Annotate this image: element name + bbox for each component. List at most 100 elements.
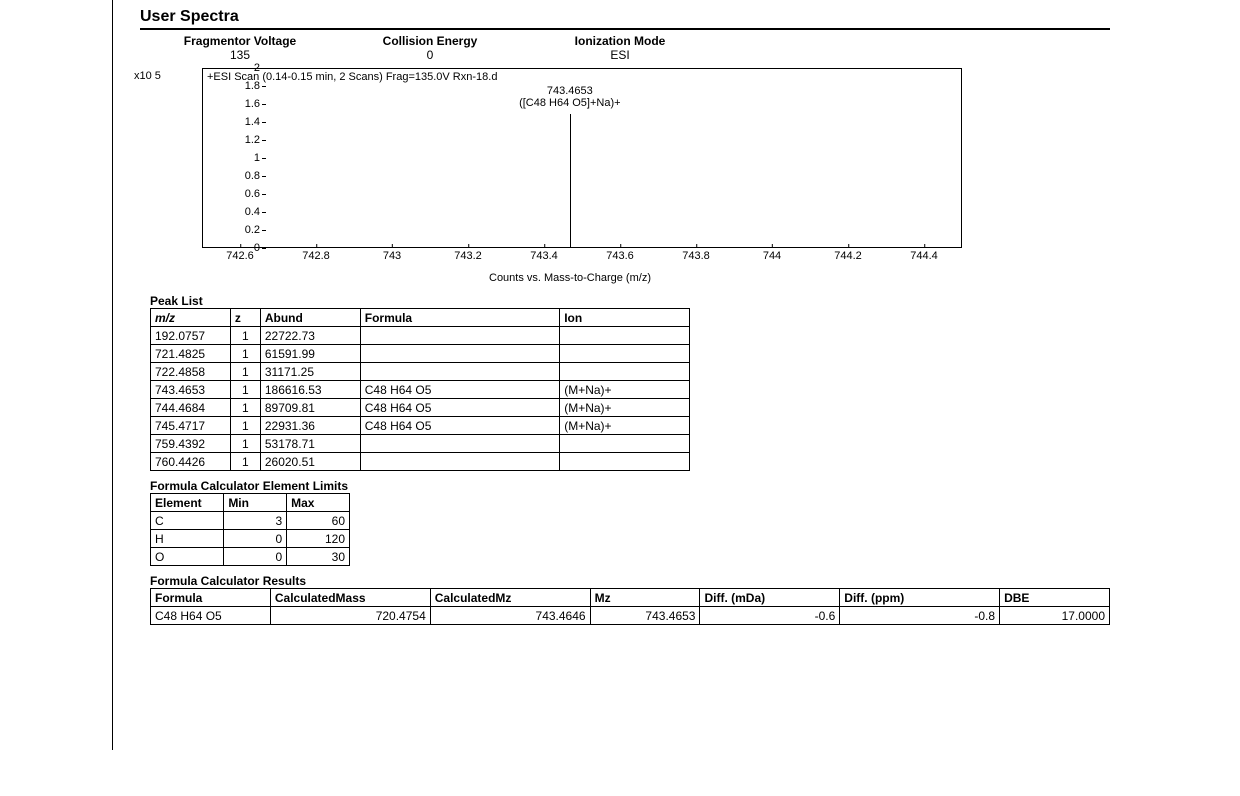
cell-formula xyxy=(360,327,559,345)
cell-max: 30 xyxy=(287,548,350,566)
param-fragmentor-label: Fragmentor Voltage xyxy=(140,34,340,48)
spectrum-chart: x10 5 +ESI Scan (0.14-0.15 min, 2 Scans)… xyxy=(160,68,980,268)
title-rule xyxy=(140,28,1110,30)
cell-formula: C48 H64 O5 xyxy=(360,381,559,399)
y-tick: 1.2 xyxy=(224,134,260,146)
y-tick: 0.2 xyxy=(224,224,260,236)
cell-min: 0 xyxy=(224,530,287,548)
col-diffppm: Diff. (ppm) xyxy=(840,589,1000,607)
cell-z: 1 xyxy=(230,345,260,363)
cell-formula: C48 H64 O5 xyxy=(360,399,559,417)
col-min: Min xyxy=(224,494,287,512)
element-limits-header: Element Min Max xyxy=(151,494,350,512)
cell-formula xyxy=(360,363,559,381)
cell-formula xyxy=(360,435,559,453)
col-abund: Abund xyxy=(260,309,360,327)
table-row: 743.46531186616.53C48 H64 O5(M+Na)+ xyxy=(151,381,690,399)
cell-calcmass: 720.4754 xyxy=(270,607,430,625)
element-limits-table: Element Min Max C360H0120O030 xyxy=(150,493,350,566)
param-collision-value: 0 xyxy=(340,48,520,62)
cell-abund: 31171.25 xyxy=(260,363,360,381)
y-tick: 2 xyxy=(224,62,260,74)
cell-ion xyxy=(560,327,690,345)
y-tick: 1.8 xyxy=(224,80,260,92)
y-exponent: x10 5 xyxy=(134,70,161,82)
table-row: C48 H64 O5720.4754743.4646743.4653-0.6-0… xyxy=(151,607,1110,625)
col-dbe: DBE xyxy=(1000,589,1110,607)
table-row: 744.4684189709.81C48 H64 O5(M+Na)+ xyxy=(151,399,690,417)
col-calcmass: CalculatedMass xyxy=(270,589,430,607)
cell-mz: 759.4392 xyxy=(151,435,231,453)
cell-z: 1 xyxy=(230,381,260,399)
col-max: Max xyxy=(287,494,350,512)
cell-ion xyxy=(560,453,690,471)
param-ionization-value: ESI xyxy=(520,48,720,62)
cell-mz: 744.4684 xyxy=(151,399,231,417)
table-row: O030 xyxy=(151,548,350,566)
cell-calcmz: 743.4646 xyxy=(430,607,590,625)
cell-mz: 721.4825 xyxy=(151,345,231,363)
peak-annotation-formula: ([C48 H64 O5]+Na)+ xyxy=(519,97,621,109)
cell-min: 0 xyxy=(224,548,287,566)
col-element: Element xyxy=(151,494,224,512)
table-row: 759.4392153178.71 xyxy=(151,435,690,453)
cell-z: 1 xyxy=(230,327,260,345)
results-header: Formula CalculatedMass CalculatedMz Mz D… xyxy=(151,589,1110,607)
cell-el: H xyxy=(151,530,224,548)
cell-z: 1 xyxy=(230,453,260,471)
cell-ion: (M+Na)+ xyxy=(560,381,690,399)
cell-diffmda: -0.6 xyxy=(700,607,840,625)
peak-list-title: Peak List xyxy=(150,294,1140,308)
x-tick: 744.2 xyxy=(834,250,862,262)
peak-line xyxy=(570,114,572,247)
param-fragmentor: Fragmentor Voltage 135 xyxy=(140,34,340,62)
y-tick: 0.4 xyxy=(224,206,260,218)
cell-abund: 61591.99 xyxy=(260,345,360,363)
plot-area: +ESI Scan (0.14-0.15 min, 2 Scans) Frag=… xyxy=(202,68,962,248)
col-ion: Ion xyxy=(560,309,690,327)
cell-ion: (M+Na)+ xyxy=(560,417,690,435)
cell-mz: 745.4717 xyxy=(151,417,231,435)
cell-abund: 26020.51 xyxy=(260,453,360,471)
param-row: Fragmentor Voltage 135 Collision Energy … xyxy=(140,34,1140,62)
col-mz: m/z xyxy=(151,309,231,327)
param-collision: Collision Energy 0 xyxy=(340,34,520,62)
x-tick: 743.6 xyxy=(606,250,634,262)
y-tick: 1 xyxy=(224,152,260,164)
table-row: 722.4858131171.25 xyxy=(151,363,690,381)
col-formula: Formula xyxy=(151,589,271,607)
cell-mz: 722.4858 xyxy=(151,363,231,381)
cell-ion xyxy=(560,363,690,381)
x-tick: 742.8 xyxy=(302,250,330,262)
param-collision-label: Collision Energy xyxy=(340,34,520,48)
cell-mz: 760.4426 xyxy=(151,453,231,471)
results-table: Formula CalculatedMass CalculatedMz Mz D… xyxy=(150,588,1110,625)
cell-abund: 22931.36 xyxy=(260,417,360,435)
cell-abund: 22722.73 xyxy=(260,327,360,345)
cell-max: 120 xyxy=(287,530,350,548)
y-tick: 0.8 xyxy=(224,170,260,182)
x-tick: 744.4 xyxy=(910,250,938,262)
cell-max: 60 xyxy=(287,512,350,530)
cell-diffppm: -0.8 xyxy=(840,607,1000,625)
cell-abund: 53178.71 xyxy=(260,435,360,453)
x-tick: 743 xyxy=(383,250,401,262)
page-left-rule xyxy=(112,0,113,750)
x-axis-label: Counts vs. Mass-to-Charge (m/z) xyxy=(160,272,980,284)
cell-mz: 192.0757 xyxy=(151,327,231,345)
cell-el: O xyxy=(151,548,224,566)
y-tick: 1.6 xyxy=(224,98,260,110)
cell-formula xyxy=(360,453,559,471)
peak-list-header: m/z z Abund Formula Ion xyxy=(151,309,690,327)
cell-abund: 89709.81 xyxy=(260,399,360,417)
peak-list-table: m/z z Abund Formula Ion 192.0757122722.7… xyxy=(150,308,690,471)
col-mz2: Mz xyxy=(590,589,700,607)
table-row: H0120 xyxy=(151,530,350,548)
cell-z: 1 xyxy=(230,417,260,435)
report-page: User Spectra Fragmentor Voltage 135 Coll… xyxy=(140,8,1140,625)
cell-mz: 743.4653 xyxy=(151,381,231,399)
col-formula: Formula xyxy=(360,309,559,327)
table-row: 760.4426126020.51 xyxy=(151,453,690,471)
cell-ion xyxy=(560,345,690,363)
cell-abund: 186616.53 xyxy=(260,381,360,399)
